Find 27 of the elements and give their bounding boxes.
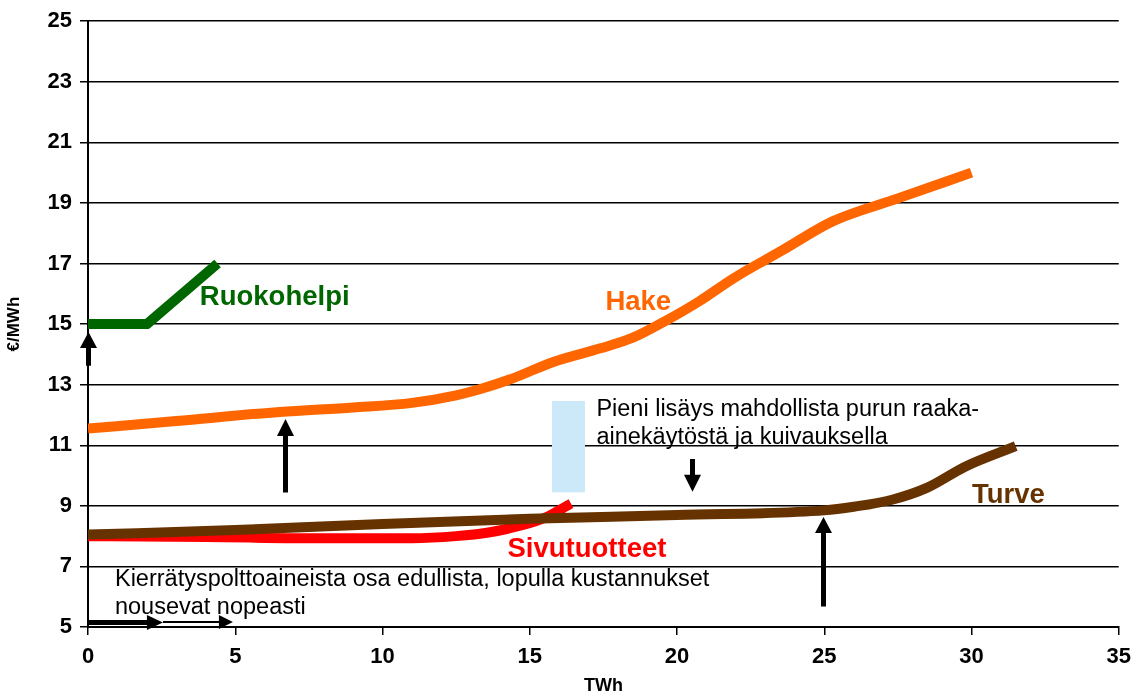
y-axis-title: €/MWh bbox=[3, 296, 23, 352]
x-tick-label: 25 bbox=[812, 643, 837, 669]
x-axis-title: TWh bbox=[583, 675, 623, 696]
x-tick-label: 15 bbox=[517, 643, 542, 669]
y-tick-label: 7 bbox=[59, 552, 72, 578]
annotation: Kierrätyspolttoaineista osa edullista, lopulla kustannukset nousevat nopeasti bbox=[114, 564, 711, 621]
series-label: Hake bbox=[605, 284, 672, 316]
series-label: Ruokohelpi bbox=[199, 279, 350, 311]
series-label: Turve bbox=[971, 478, 1045, 510]
x-tick-label: 30 bbox=[959, 643, 984, 669]
y-tick-label: 19 bbox=[47, 189, 72, 214]
y-tick-label: 17 bbox=[47, 249, 72, 275]
y-tick-label: 5 bbox=[59, 613, 72, 639]
y-tick-label: 25 bbox=[47, 7, 72, 33]
x-tick-label: 35 bbox=[1106, 643, 1132, 669]
x-tick-label: 20 bbox=[664, 643, 690, 669]
x-tick-label: 0 bbox=[81, 643, 95, 669]
y-tick-label: 21 bbox=[47, 128, 72, 154]
y-tick-label: 9 bbox=[59, 491, 72, 517]
x-tick-label: 5 bbox=[229, 643, 242, 669]
y-tick-label: 23 bbox=[47, 67, 72, 93]
annotation: Pieni lisäys mahdollista purun raaka-ainekäytöstä ja kuivauksella bbox=[596, 393, 981, 450]
y-tick-label: 13 bbox=[47, 370, 72, 396]
y-tick-label: 15 bbox=[47, 310, 72, 336]
series-label: Sivutuotteet bbox=[507, 532, 667, 564]
x-tick-label: 10 bbox=[370, 643, 395, 669]
y-tick-label: 11 bbox=[48, 431, 72, 457]
